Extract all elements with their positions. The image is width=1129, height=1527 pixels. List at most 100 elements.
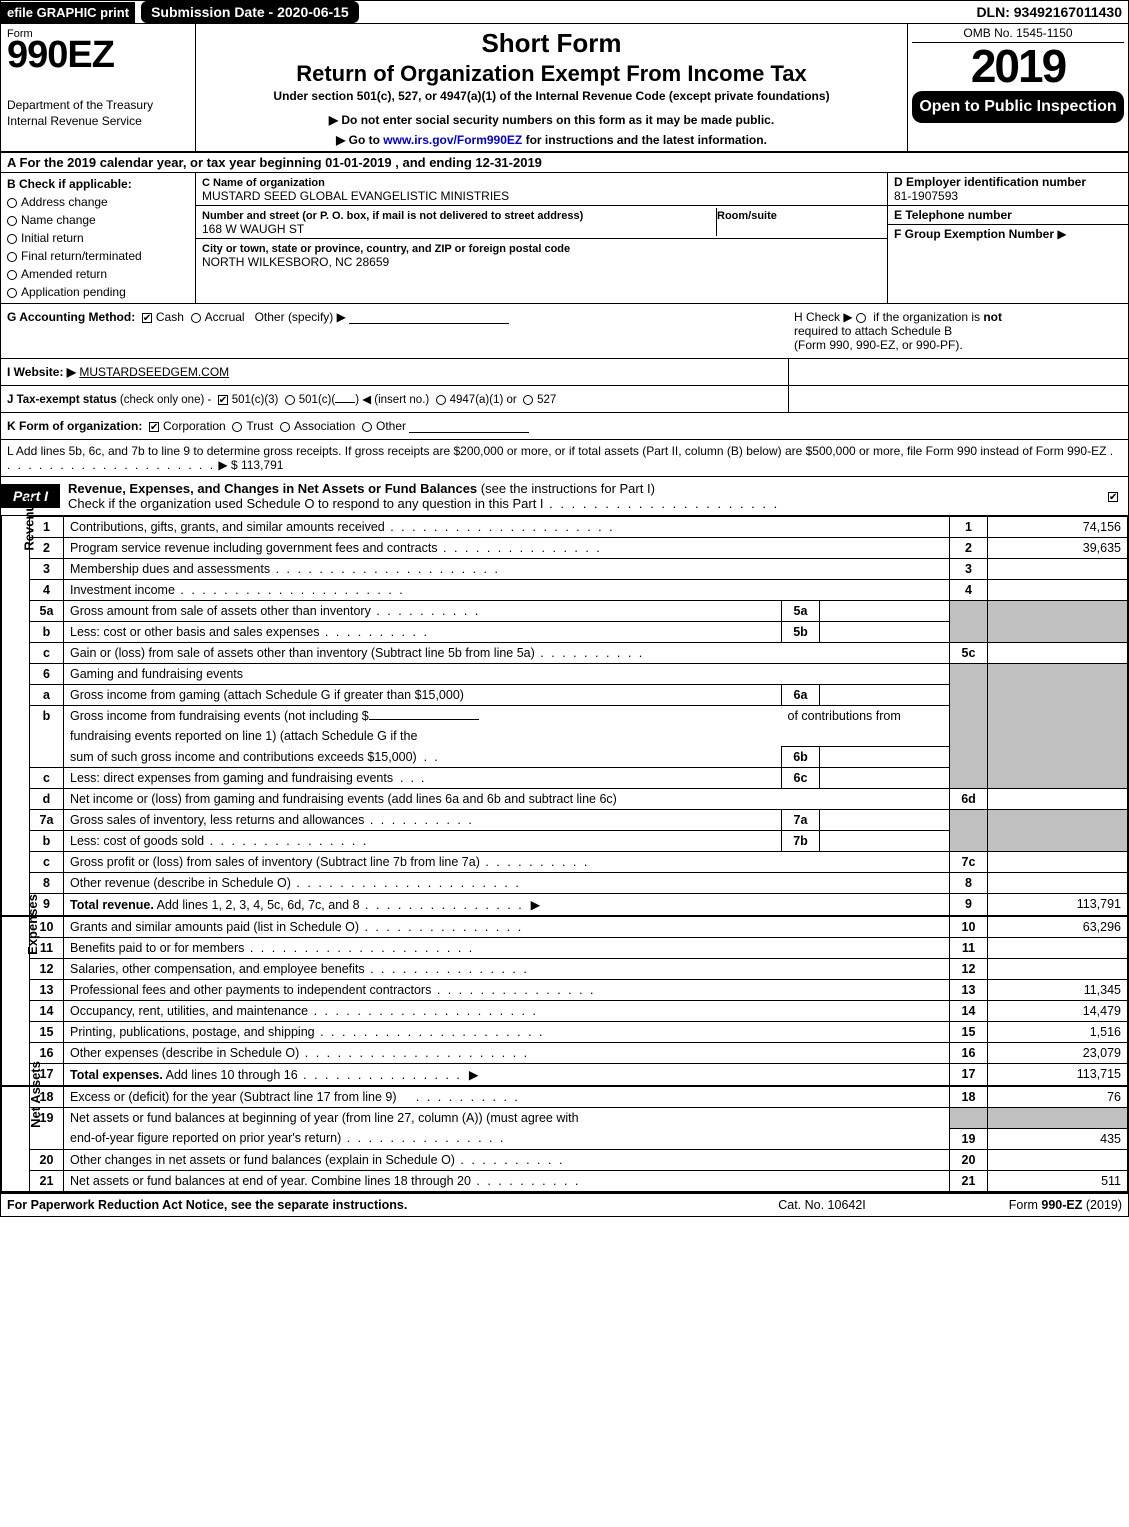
table-row: 13Professional fees and other payments t… [30, 980, 1128, 1001]
other-specify: Other (specify) ▶ [255, 310, 346, 324]
street-value: 168 W WAUGH ST [202, 222, 304, 236]
table-row: 14Occupancy, rent, utilities, and mainte… [30, 1001, 1128, 1022]
expenses-sidelabel: Expenses [25, 894, 40, 955]
line-19-amount: 435 [988, 1128, 1128, 1149]
section-h-2: required to attach Schedule B [794, 324, 952, 338]
check-name-change[interactable] [7, 216, 17, 226]
line-16-amount: 23,079 [988, 1043, 1128, 1064]
short-form-title: Short Form [202, 28, 901, 59]
table-row: 1Contributions, gifts, grants, and simil… [30, 517, 1128, 538]
table-row: 10Grants and similar amounts paid (list … [30, 917, 1128, 938]
check-initial-return[interactable] [7, 234, 17, 244]
table-row: b Gross income from fundraising events (… [30, 706, 1128, 727]
revenue-sidelabel: Revenue [22, 496, 37, 550]
table-row: bLess: cost of goods sold7b [30, 831, 1128, 852]
table-row: 17Total expenses. Add lines 10 through 1… [30, 1064, 1128, 1086]
form-number: 990EZ [7, 38, 189, 72]
table-row: sum of such gross income and contributio… [30, 747, 1128, 768]
title-block: Form 990EZ Department of the Treasury In… [1, 24, 1128, 153]
part-i-bar: Part I Revenue, Expenses, and Changes in… [1, 477, 1128, 516]
table-row: 9Total revenue. Add lines 1, 2, 3, 4, 5c… [30, 894, 1128, 916]
net-assets-section: Net Assets 18Excess or (deficit) for the… [1, 1086, 1128, 1192]
table-row: 11Benefits paid to or for members11 [30, 938, 1128, 959]
ein-value: 81-1907593 [894, 189, 958, 203]
table-row: cGross profit or (loss) from sales of in… [30, 852, 1128, 873]
check-accrual[interactable] [191, 313, 201, 323]
street-label: Number and street (or P. O. box, if mail… [202, 210, 583, 222]
return-title: Return of Organization Exempt From Incom… [202, 61, 901, 87]
line-18-amount: 76 [988, 1087, 1128, 1108]
check-other-org[interactable] [362, 422, 372, 432]
line-9-amount: 113,791 [988, 894, 1128, 916]
check-corporation[interactable]: ✔ [149, 422, 159, 432]
form-org-label: K Form of organization: [7, 419, 142, 433]
check-501c[interactable] [285, 395, 295, 405]
under-section-text: Under section 501(c), 527, or 4947(a)(1)… [202, 89, 901, 103]
efile-label: efile GRAPHIC print [1, 2, 135, 23]
table-row: 8Other revenue (describe in Schedule O)8 [30, 873, 1128, 894]
room-suite-label: Room/suite [717, 210, 777, 222]
part-i-title-rest: (see the instructions for Part I) [477, 481, 655, 496]
website-label: I Website: ▶ [7, 365, 76, 379]
check-4947[interactable] [436, 395, 446, 405]
section-l-text: L Add lines 5b, 6c, and 7b to line 9 to … [7, 444, 1106, 458]
expenses-section: Expenses 10Grants and similar amounts pa… [1, 916, 1128, 1086]
submission-date: Submission Date - 2020-06-15 [141, 1, 359, 23]
gross-receipts-amount: $ 113,791 [231, 458, 284, 472]
section-b-label: B Check if applicable: [7, 175, 189, 193]
check-not-required[interactable] [856, 313, 866, 323]
section-i-website: I Website: ▶ MUSTARDSEEDGEM.COM [1, 358, 1128, 386]
footer-right: Form 990-EZ (2019) [922, 1198, 1122, 1212]
check-amended-return[interactable] [7, 270, 17, 280]
city-value: NORTH WILKESBORO, NC 28659 [202, 255, 389, 269]
check-527[interactable] [523, 395, 533, 405]
section-h-not: not [983, 310, 1002, 324]
table-row: 3Membership dues and assessments3 [30, 559, 1128, 580]
dept-treasury: Department of the Treasury [7, 98, 189, 114]
check-address-change[interactable] [7, 198, 17, 208]
line-1-amount: 74,156 [988, 517, 1128, 538]
check-501c3[interactable]: ✔ [218, 395, 228, 405]
goto-notice: ▶ Go to www.irs.gov/Form990EZ for instru… [202, 133, 901, 147]
section-k: K Form of organization: ✔Corporation Tru… [1, 413, 1128, 440]
tax-exempt-label: J Tax-exempt status [7, 394, 117, 406]
line-13-amount: 11,345 [988, 980, 1128, 1001]
table-row: 12Salaries, other compensation, and empl… [30, 959, 1128, 980]
top-bar: efile GRAPHIC print Submission Date - 20… [1, 1, 1128, 24]
arrow-icon: ▶ [1057, 227, 1066, 241]
section-def: D Employer identification number 81-1907… [888, 173, 1128, 303]
section-c-org-info: C Name of organization MUSTARD SEED GLOB… [196, 173, 888, 303]
org-name: MUSTARD SEED GLOBAL EVANGELISTIC MINISTR… [202, 189, 509, 203]
netassets-table: 18Excess or (deficit) for the year (Subt… [29, 1086, 1128, 1192]
line-10-amount: 63,296 [988, 917, 1128, 938]
other-specify-input[interactable] [349, 323, 509, 324]
irs-link[interactable]: www.irs.gov/Form990EZ [383, 133, 522, 147]
line-14-amount: 14,479 [988, 1001, 1128, 1022]
dln-label: DLN: 93492167011430 [970, 1, 1128, 23]
line-17-amount: 113,715 [988, 1064, 1128, 1086]
table-row: 19Net assets or fund balances at beginni… [30, 1108, 1128, 1129]
section-l: L Add lines 5b, 6c, and 7b to line 9 to … [1, 440, 1128, 477]
page-footer: For Paperwork Reduction Act Notice, see … [1, 1192, 1128, 1216]
footer-center: Cat. No. 10642I [722, 1198, 922, 1212]
form-page: efile GRAPHIC print Submission Date - 20… [0, 0, 1129, 1217]
section-j: J Tax-exempt status (check only one) - ✔… [1, 386, 1128, 413]
arrow-icon: ▶ [218, 458, 227, 472]
part-i-subline: Check if the organization used Schedule … [68, 496, 544, 511]
open-inspection-badge: Open to Public Inspection [912, 91, 1124, 123]
section-h-3: (Form 990, 990-EZ, or 990-PF). [794, 338, 963, 352]
check-cash[interactable]: ✔ [142, 313, 152, 323]
footer-left: For Paperwork Reduction Act Notice, see … [7, 1198, 722, 1212]
check-association[interactable] [280, 422, 290, 432]
header-grid: B Check if applicable: Address change Na… [1, 173, 1128, 304]
table-row: aGross income from gaming (attach Schedu… [30, 685, 1128, 706]
section-b-checkboxes: B Check if applicable: Address change Na… [1, 173, 196, 303]
netassets-sidelabel: Net Assets [28, 1061, 43, 1128]
check-final-return[interactable] [7, 252, 17, 262]
table-row: cGain or (loss) from sale of assets othe… [30, 643, 1128, 664]
check-trust[interactable] [232, 422, 242, 432]
table-row: 20Other changes in net assets or fund ba… [30, 1149, 1128, 1170]
check-application-pending[interactable] [7, 288, 17, 298]
check-schedule-o[interactable]: ✔ [1108, 492, 1118, 502]
table-row: 2Program service revenue including gover… [30, 538, 1128, 559]
